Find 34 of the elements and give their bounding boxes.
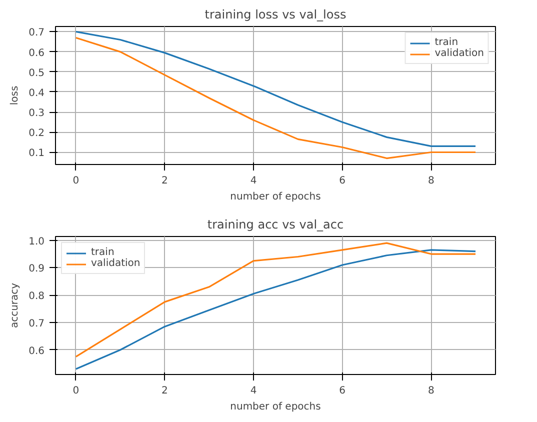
x-tick-label: 8 — [428, 386, 434, 396]
legend-label: train — [434, 37, 458, 48]
x-tick-label: 0 — [72, 386, 80, 396]
x-tick-label: 0 — [72, 176, 80, 186]
y-tick-label: 1.0 — [28, 236, 45, 248]
x-tick-label: 6 — [339, 386, 346, 396]
x-tick-label: 2 — [162, 176, 168, 186]
line-series — [75, 249, 476, 370]
chart-title: training loss vs val_loss — [204, 8, 346, 22]
y-tick-label: 0.5 — [28, 68, 45, 79]
legend-label: validation — [434, 48, 484, 59]
y-tick-label: 0.3 — [28, 108, 45, 120]
x-axis-title: number of epochs — [230, 402, 321, 412]
y-axis-title: accuracy — [10, 282, 21, 328]
x-tick-label: 4 — [250, 386, 257, 396]
x-tick-label: 2 — [162, 386, 168, 396]
y-tick-label: 0.7 — [28, 28, 45, 39]
x-axis-title: number of epochs — [230, 192, 321, 202]
y-tick-label: 0.1 — [28, 148, 45, 160]
y-tick-label: 0.6 — [28, 48, 45, 59]
y-tick-label: 0.4 — [28, 88, 45, 99]
y-tick-label: 0.8 — [28, 291, 45, 302]
y-tick-label: 0.9 — [28, 264, 45, 275]
x-tick-label: 6 — [339, 176, 346, 186]
y-tick-label: 0.2 — [28, 128, 45, 140]
x-tick-label: 4 — [250, 176, 257, 186]
chart-title: training acc vs val_acc — [207, 218, 344, 232]
y-tick-label: 0.6 — [28, 346, 45, 357]
line-series — [75, 242, 476, 358]
legend-label: validation — [91, 258, 140, 269]
x-tick-label: 8 — [428, 176, 434, 186]
y-axis-title: loss — [10, 86, 21, 106]
y-tick-label: 0.7 — [28, 318, 45, 330]
legend-label: train — [91, 247, 114, 258]
